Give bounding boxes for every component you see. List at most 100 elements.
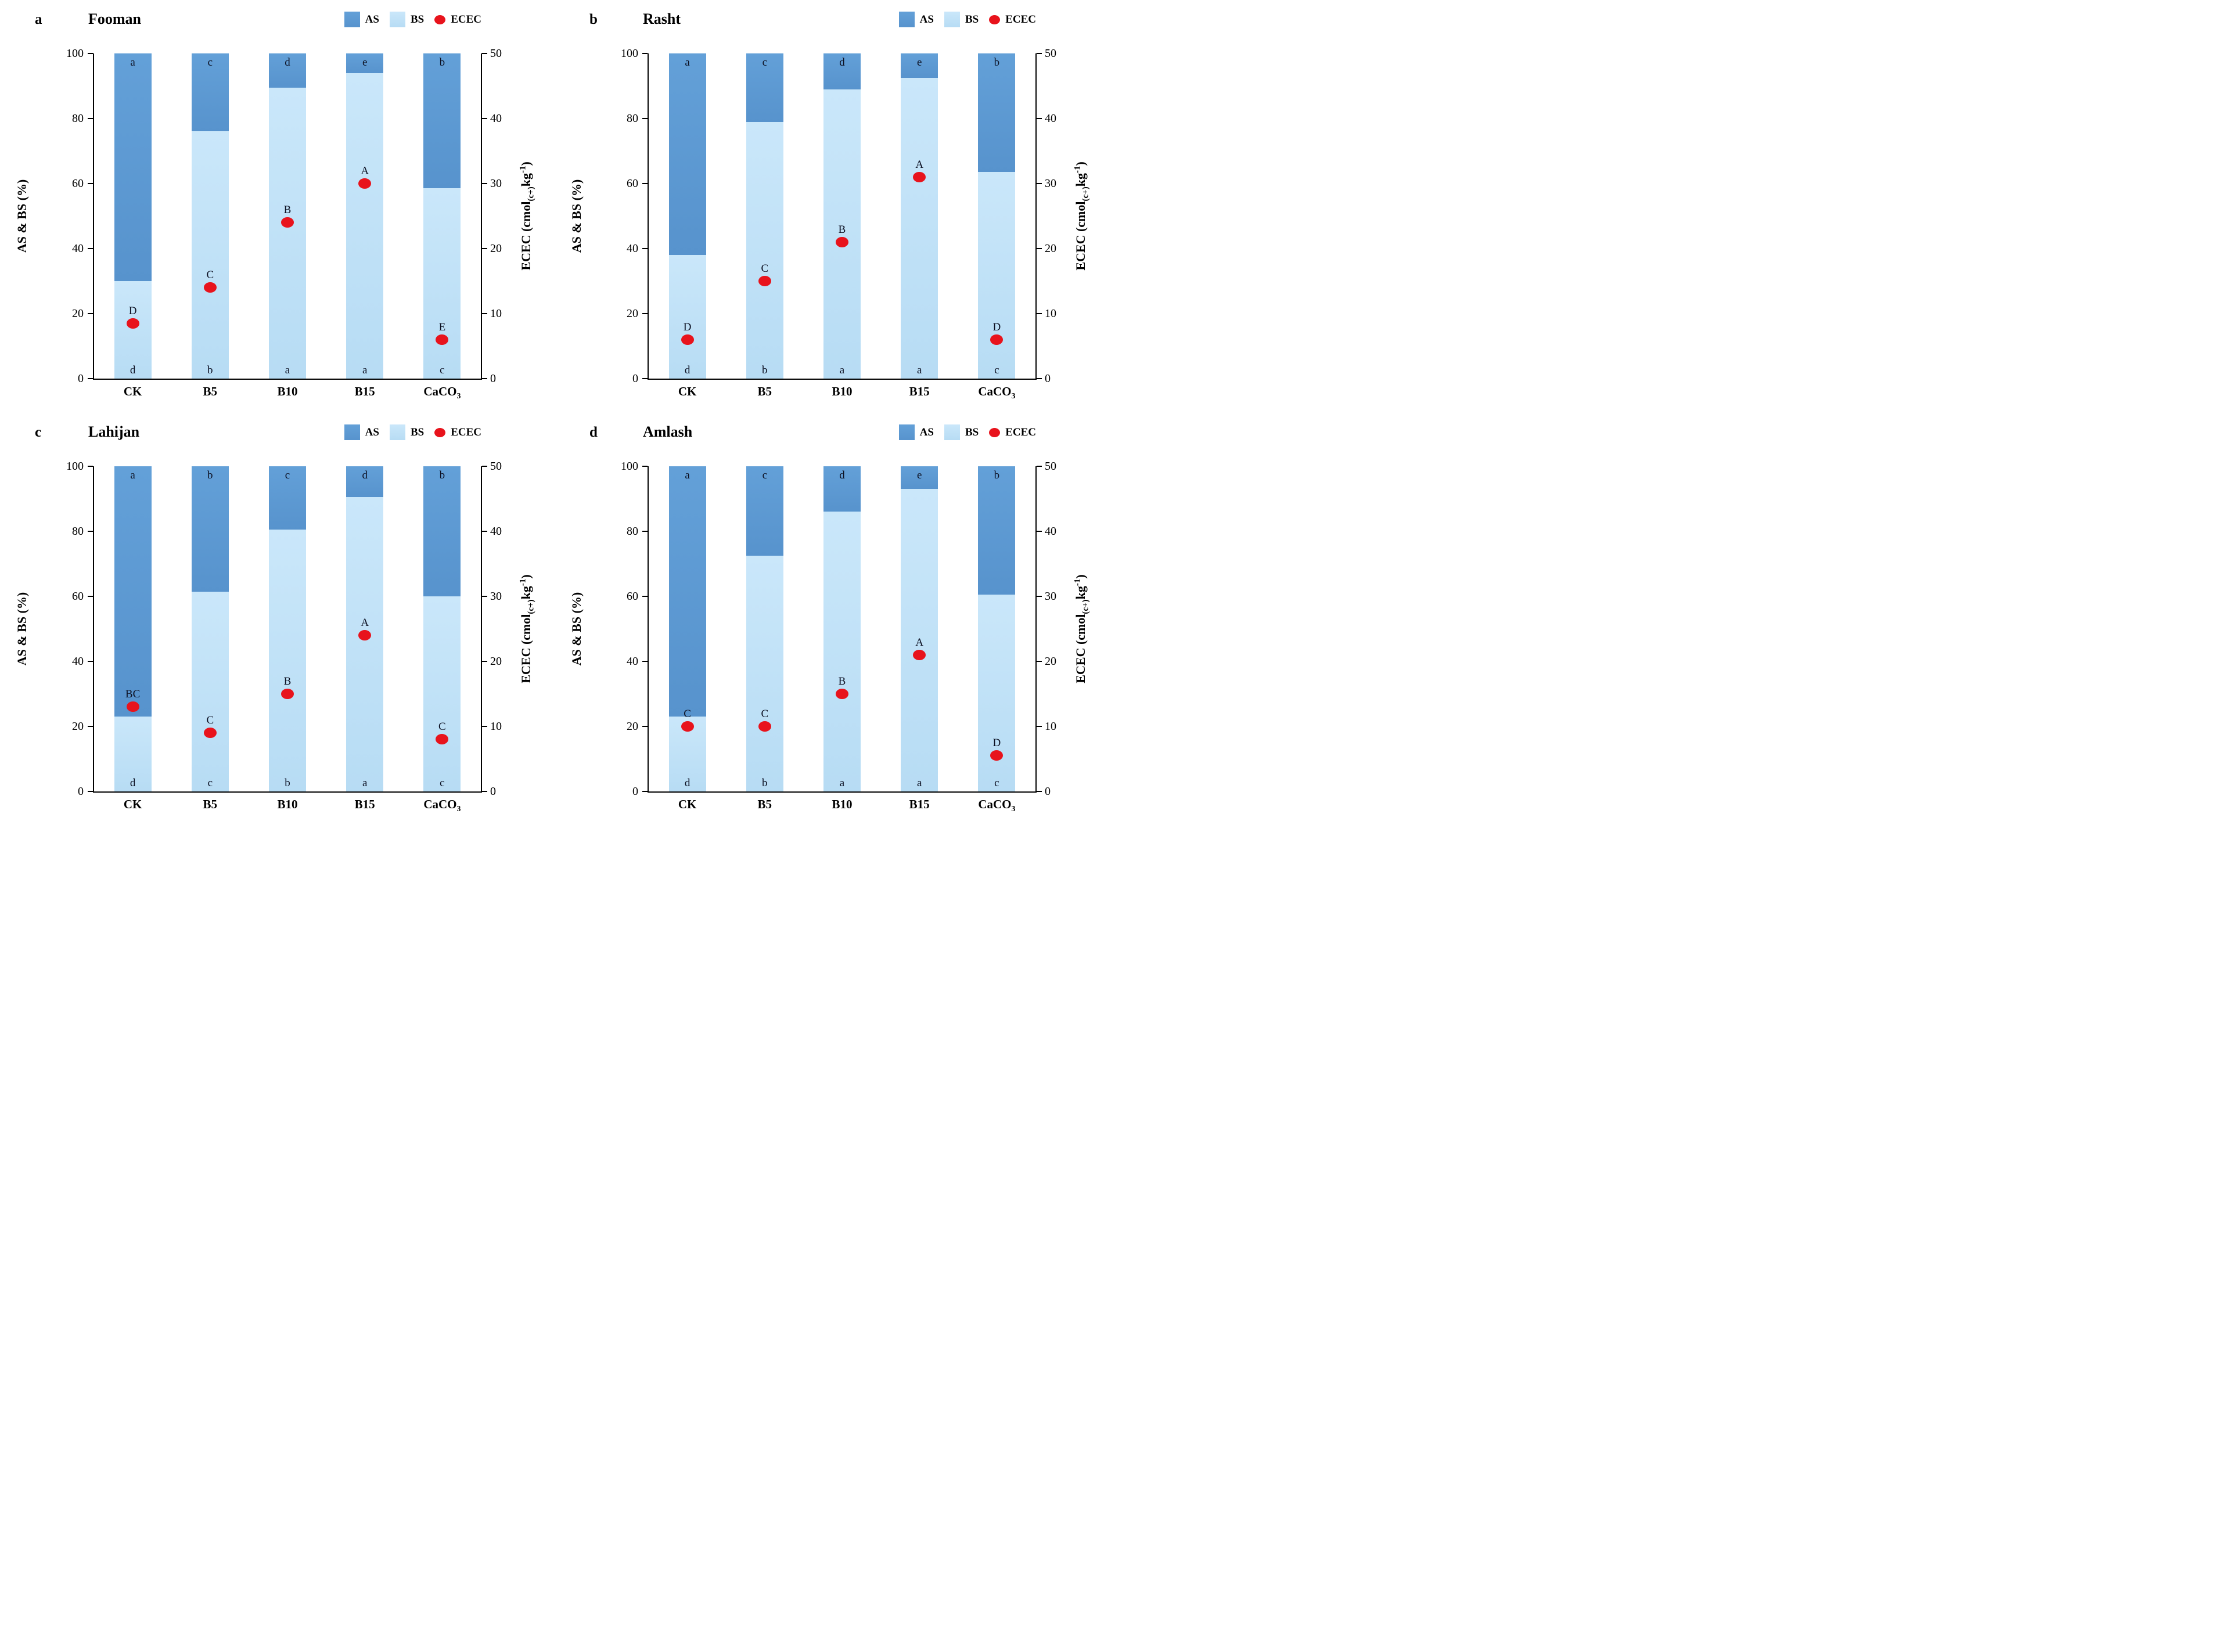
legend-as-label: AS [365,13,379,26]
right-axis-tick [482,596,487,597]
x-axis-category-label: B15 [879,797,960,812]
x-axis-category-text: B10 [277,384,298,398]
right-axis-tick [1037,726,1042,727]
right-axis-tick-label: 0 [1045,372,1051,385]
right-axis-tick-label: 20 [490,242,502,255]
bar-as-segment [901,53,938,78]
ecec-point [681,721,694,732]
ecec-letter: D [128,304,137,317]
legend-ecec-label: ECEC [451,13,481,26]
bar-bottom-letter: a [362,364,368,376]
bar-top-letter: a [130,56,135,69]
bar-top-letter: a [685,56,690,69]
panel-title: Rasht [643,10,681,27]
left-axis-tick-label: 80 [627,112,638,125]
bar-bottom-letter: c [440,364,445,376]
panel-letter: b [589,12,598,27]
bar-bottom-letter: d [130,777,136,789]
bar-top-letter: c [762,469,768,481]
bar-as-segment [269,53,306,88]
bar-bs-segment [114,717,152,791]
ecec-point [758,721,771,732]
plot-area: 0 20 40 60 80 100 0 10 20 30 40 50 a d D CK c b C B5 d a B B10 e… [621,47,1056,400]
right-axis-title-part: ECEC (cmol [518,614,533,683]
right-axis-title-part: ECEC (cmol [1073,201,1088,271]
bar-as-segment [114,53,152,281]
ecec-point [436,334,449,345]
panel-header: c Lahijan AS BS ECEC [0,420,555,448]
legend-as-swatch-icon [344,424,360,440]
right-axis-title-part: ) [518,574,533,579]
right-axis-title-sub: (c+) [526,186,536,201]
panel-fooman: a Fooman AS BS ECEC AS & BS (%) ECEC (cm… [0,0,555,413]
right-axis-title-sup: -1 [1073,578,1082,586]
right-axis-tick [1037,596,1042,597]
ecec-letter: BC [125,688,141,701]
ecec-letter: A [361,617,369,629]
left-axis-tick-label: 40 [627,655,638,668]
x-axis-category-text: CaCO [423,797,457,811]
ecec-point [281,217,294,228]
ecec-letter: C [684,708,691,720]
right-axis-title-sub: (c+) [1081,599,1091,614]
right-axis-title-part: ECEC (cmol [1073,614,1088,683]
left-axis-tick [642,378,648,379]
legend-ecec-dot-icon [989,427,1001,437]
x-axis-category-text: B10 [832,797,853,811]
ecec-letter: C [761,708,769,720]
x-axis-category-label: B15 [324,384,405,399]
bar-bs-segment [668,255,706,379]
bar-as-segment [901,466,938,490]
x-axis-category-text: B10 [832,384,853,398]
left-axis-tick-label: 100 [66,460,84,473]
right-axis-title-part: ) [1073,161,1088,166]
right-axis-title-sub: (c+) [1081,186,1091,201]
left-axis-tick [88,531,93,532]
right-axis-tick [482,378,487,379]
x-axis-category-label: B10 [247,797,328,812]
left-axis-tick-label: 100 [621,460,638,473]
left-axis-tick-label: 60 [72,590,84,603]
legend-ecec-dot-icon [989,15,1001,24]
ecec-point [126,701,139,712]
x-axis-category-subscript: 3 [456,804,461,814]
ecec-letter: C [206,269,214,282]
bar-bottom-letter: a [839,364,845,376]
right-axis-tick-label: 30 [1045,590,1056,603]
left-axis-tick-label: 100 [621,47,638,60]
x-axis-category-label: B10 [801,384,883,399]
ecec-letter: B [838,223,846,236]
x-axis-category-text: CaCO [978,797,1012,811]
right-axis-tick-label: 40 [490,112,502,125]
left-axis-tick [88,466,93,467]
legend: AS BS ECEC [898,424,1036,440]
x-axis-category-text: CaCO [978,384,1012,398]
bar-bottom-letter: d [130,364,136,376]
legend-bs-label: BS [410,13,425,26]
bar-as-segment [114,466,152,717]
x-axis-category-label: CK [647,797,728,812]
bar-top-letter: a [130,469,135,481]
legend-ecec-label: ECEC [451,426,481,438]
bar-bs-segment [114,281,152,379]
right-axis-tick-label: 30 [1045,177,1056,190]
x-axis-category-label: B5 [170,797,251,812]
figure: a Fooman AS BS ECEC AS & BS (%) ECEC (cm… [0,0,1109,826]
left-axis-title: AS & BS (%) [569,179,584,253]
bar-as-segment [346,53,384,73]
plot-area: 0 20 40 60 80 100 0 10 20 30 40 50 a d D CK c b C B5 d a B B10 e… [66,47,502,400]
bar-as-segment [269,466,306,530]
right-axis-tick-label: 30 [490,590,502,603]
bar-bottom-letter: b [285,777,290,789]
right-axis-tick [1037,378,1042,379]
bar-top-letter: d [362,469,368,481]
bar-top-letter: b [439,469,445,481]
plot-area: 0 20 40 60 80 100 0 10 20 30 40 50 a d BC CK b c C B5 c b B B10… [66,460,502,813]
right-axis-tick-label: 20 [490,655,502,668]
right-axis-tick [482,531,487,532]
right-axis-tick-label: 10 [490,720,502,733]
x-axis-category-label: CK [92,384,174,399]
right-axis-tick [1037,791,1042,792]
bar-as-segment [191,53,229,132]
bar-top-letter: b [207,469,213,481]
